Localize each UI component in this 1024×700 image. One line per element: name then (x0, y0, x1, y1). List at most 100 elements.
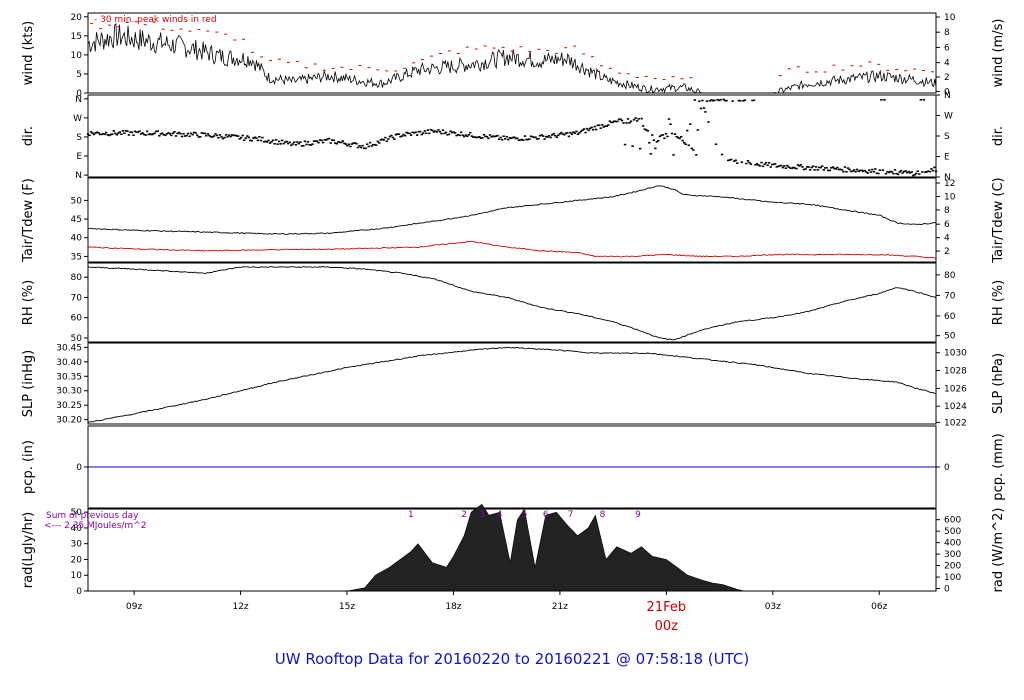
solar-sum-note-line2: <--- 2.35 MJoules/m^2 (44, 521, 146, 531)
tick-label-left: 0 (76, 463, 82, 473)
solar-hour-mark: 4 (497, 510, 503, 520)
tick-label-left: 35 (71, 252, 82, 262)
solar-hour-mark: 5 (522, 510, 528, 520)
tick-label-right: 1022 (944, 418, 967, 428)
tick-label-right: 1028 (944, 367, 967, 377)
y-axis-label-left: wind (kts) (21, 21, 36, 85)
tick-label-right: 4 (944, 234, 950, 244)
tick-label-right: E (944, 153, 950, 163)
tick-label-left: 30.30 (56, 387, 82, 397)
tick-label-left: 30 (71, 540, 83, 550)
page-title: UW Rooftop Data for 20160220 to 20160221… (274, 650, 750, 668)
tick-label-left: 45 (71, 215, 82, 225)
x-tick-label: 06z (871, 602, 887, 612)
solar-hour-mark: 8 (600, 510, 606, 520)
tick-label-right: 0 (944, 585, 950, 595)
tick-label-left: 50 (71, 334, 83, 344)
x-tick-label: 15z (339, 602, 355, 612)
tick-label-right: 60 (944, 312, 956, 322)
tick-label-right: 10 (944, 13, 956, 23)
tick-label-left: S (76, 133, 82, 143)
tick-label-left: E (76, 152, 82, 162)
tick-label-right: 1024 (944, 402, 967, 412)
tick-label-left: 15 (71, 32, 82, 42)
tick-label-left: 70 (71, 293, 83, 303)
y-axis-label-right: RH (%) (991, 280, 1006, 325)
solar-hour-mark: 3 (479, 510, 485, 520)
tick-label-left: 30.20 (56, 416, 82, 426)
tick-label-left: 50 (71, 196, 83, 206)
tick-label-right: 2 (944, 247, 950, 257)
y-axis-label-left: Tair/Tdew (F) (21, 178, 36, 263)
panel-frame-rh (87, 262, 937, 343)
panel-frame-slp (87, 342, 937, 425)
tick-label-left: 80 (71, 273, 83, 283)
tick-label-right: 0 (944, 463, 950, 473)
tick-label-right: 600 (944, 516, 961, 526)
tick-label-right: 400 (944, 539, 961, 549)
tick-label-right: 80 (944, 271, 956, 281)
y-axis-label-right: pcp. (mm) (991, 433, 1006, 500)
solar-hour-mark: 1 (408, 510, 414, 520)
tick-label-left: W (73, 114, 82, 124)
tick-label-right: 0 (944, 87, 950, 97)
y-axis-label-right: wind (m/s) (991, 19, 1006, 88)
tick-label-left: 40 (71, 524, 83, 534)
tick-label-right: N (944, 173, 951, 183)
solar-sum-note-line1: Sum of previous day (46, 511, 139, 521)
tick-label-left: 10 (71, 51, 83, 61)
tick-label-right: 8 (944, 28, 950, 38)
tick-label-right: 6 (944, 43, 950, 53)
tick-label-right: 300 (944, 550, 961, 560)
tick-label-left: 60 (71, 314, 83, 324)
tick-label-right: 500 (944, 527, 961, 537)
tick-label-right: 8 (944, 206, 950, 216)
series-line-rh-0 (87, 266, 937, 341)
tick-label-left: 50 (71, 508, 83, 518)
y-axis-label-right: rad (W/m^2) (991, 508, 1006, 593)
tick-label-left: 5 (76, 70, 82, 80)
peak-wind-legend: - 30 min. peak winds in red (94, 15, 217, 25)
tick-label-right: 4 (944, 59, 950, 69)
solar-hour-mark: 6 (543, 510, 549, 520)
tick-label-left: 40 (71, 234, 83, 244)
tick-label-left: 10 (71, 571, 83, 581)
tick-label-right: N (944, 91, 951, 101)
tick-label-right: 200 (944, 562, 961, 572)
tick-label-left: N (75, 171, 82, 181)
x-tick-label: 18z (445, 602, 461, 612)
tick-label-right: 70 (944, 291, 956, 301)
tick-label-right: W (944, 112, 953, 122)
series-line-wind (87, 22, 937, 94)
tick-label-left: 30.45 (56, 343, 82, 353)
y-axis-label-right: dir. (991, 126, 1006, 146)
tick-label-right: 100 (944, 573, 961, 583)
tick-label-left: 30.35 (56, 372, 82, 382)
y-axis-label-left: pcp. (in) (21, 440, 36, 494)
tick-label-left: N (75, 95, 82, 105)
date-marker-date: 21Feb (647, 600, 687, 615)
radiation-area (346, 503, 745, 592)
panel-frame-wind (87, 12, 937, 94)
y-axis-label-left: rad(Lgly/hr) (21, 512, 36, 588)
panel-frame-temp (87, 177, 937, 263)
y-axis-label-left: SLP (inHg) (21, 350, 36, 418)
panel-frame-dir (87, 94, 937, 178)
tick-label-left: 20 (71, 13, 83, 23)
y-axis-label-left: RH (%) (21, 280, 36, 325)
tick-label-right: 1030 (944, 349, 967, 359)
x-tick-label: 09z (126, 602, 142, 612)
solar-hour-mark: 2 (461, 510, 467, 520)
y-axis-label-left: dir. (21, 126, 36, 146)
tick-label-right: 12 (944, 179, 955, 189)
tick-label-left: 30.25 (56, 401, 82, 411)
series-line-temp-1 (87, 240, 937, 259)
x-tick-label: 21z (552, 602, 568, 612)
series-line-temp-0 (87, 185, 937, 235)
solar-hour-mark: 7 (568, 510, 574, 520)
x-tick-label: 03z (765, 602, 781, 612)
tick-label-left: 0 (76, 89, 82, 99)
tick-label-right: 2 (944, 73, 950, 83)
date-marker-hour: 00z (655, 619, 679, 634)
